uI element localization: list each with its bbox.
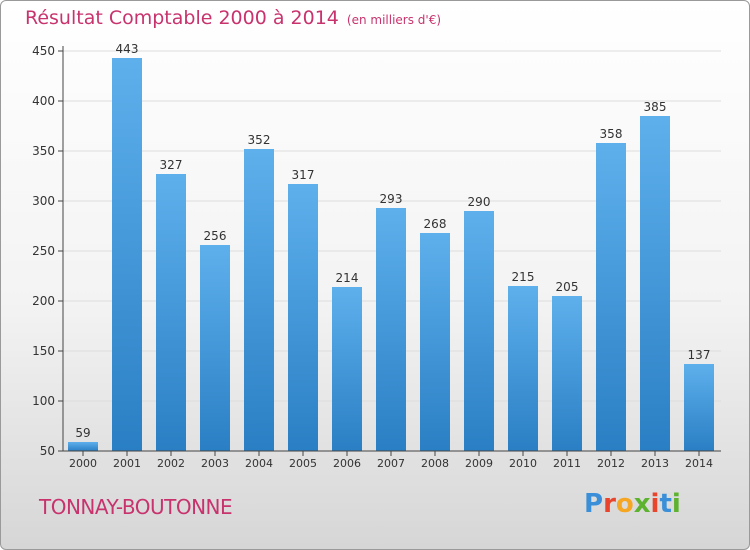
bar-2009 (464, 211, 494, 451)
x-tick-label: 2010 (509, 457, 537, 470)
bar-2000 (68, 442, 98, 451)
bar-value-label: 293 (380, 192, 403, 206)
x-tick-label: 2006 (333, 457, 361, 470)
bar-value-label: 256 (204, 229, 227, 243)
x-tick-label: 2001 (113, 457, 141, 470)
x-tick-label: 2014 (685, 457, 713, 470)
chart-title: Résultat Comptable 2000 à 2014 (en millie… (25, 7, 441, 29)
logo-letter: t (659, 489, 672, 519)
y-tick-label: 150 (32, 344, 55, 358)
bar-value-label: 290 (468, 195, 491, 209)
logo-letter: i (650, 489, 660, 519)
logo-letter: r (603, 489, 616, 519)
bar-value-label: 59 (75, 426, 90, 440)
bar-2010 (508, 286, 538, 451)
y-tick-label: 100 (32, 394, 55, 408)
bar-2004 (244, 149, 274, 451)
x-tick-label: 2007 (377, 457, 405, 470)
bar-value-label: 205 (556, 280, 579, 294)
commune-name: TONNAY-BOUTONNE (39, 495, 233, 519)
label-layer: 59 443 327 256 352 317 214 293 268 290 215 205 358 38… (75, 42, 710, 440)
x-tick-label: 2012 (597, 457, 625, 470)
x-tick-label: 2008 (421, 457, 449, 470)
y-tick-label: 300 (32, 194, 55, 208)
bar-value-label: 268 (424, 217, 447, 231)
bar-value-label: 137 (688, 348, 711, 362)
logo-letter: o (615, 489, 634, 519)
x-tick-label: 2003 (201, 457, 229, 470)
bar-value-label: 352 (248, 133, 271, 147)
bar-value-label: 327 (160, 158, 183, 172)
x-tick-label: 2005 (289, 457, 317, 470)
bar-2003 (200, 245, 230, 451)
x-tick-label: 2011 (553, 457, 581, 470)
chart-title-text: Résultat Comptable 2000 à 2014 (25, 7, 339, 29)
bar-2006 (332, 287, 362, 451)
logo-letter: i (671, 489, 681, 519)
logo-letter: P (584, 489, 604, 519)
y-tick-label: 400 (32, 94, 55, 108)
y-tick-label: 250 (32, 244, 55, 258)
bar-value-label: 385 (644, 100, 667, 114)
bar-value-label: 214 (336, 271, 359, 285)
proxiti-logo: Proxiti (584, 489, 681, 519)
bar-2002 (156, 174, 186, 451)
bar-2001 (112, 58, 142, 451)
x-tick-label: 2004 (245, 457, 273, 470)
x-tick-label: 2002 (157, 457, 185, 470)
bar-2013 (640, 116, 670, 451)
x-tick-label: 2009 (465, 457, 493, 470)
bar-2012 (596, 143, 626, 451)
x-tick-label: 2000 (69, 457, 97, 470)
bar-layer (68, 58, 714, 451)
chart-subtitle: (en milliers d'€) (346, 13, 442, 27)
bar-value-label: 317 (292, 168, 315, 182)
bar-2007 (376, 208, 406, 451)
y-tick-label: 450 (32, 44, 55, 58)
y-tick-label: 50 (40, 444, 55, 458)
y-tick-label: 200 (32, 294, 55, 308)
bar-value-label: 443 (116, 42, 139, 56)
y-tick-label: 350 (32, 144, 55, 158)
x-tick-label: 2013 (641, 457, 669, 470)
bar-value-label: 358 (600, 127, 623, 141)
logo-letter: x (633, 489, 651, 519)
axis-layer: 50 100 150 200 250 300 350 400 450 2000 2001 2002 20… (32, 44, 721, 470)
bar-2005 (288, 184, 318, 451)
bar-2008 (420, 233, 450, 451)
bar-2011 (552, 296, 582, 451)
bar-value-label: 215 (512, 270, 535, 284)
bar-2014 (684, 364, 714, 451)
